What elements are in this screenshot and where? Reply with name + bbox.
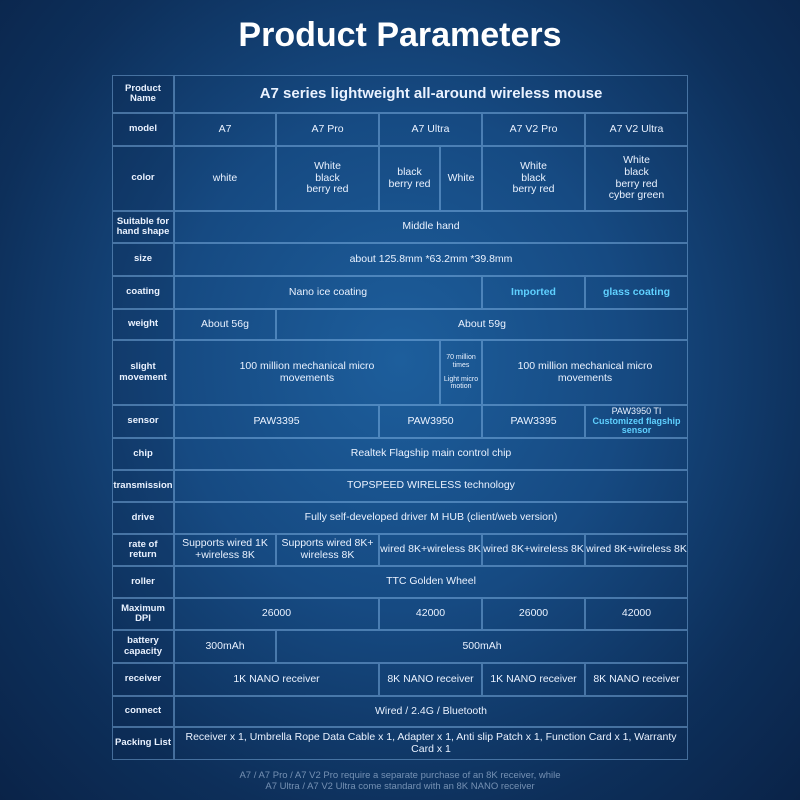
cell: Wired / 2.4G / Bluetooth (174, 696, 688, 727)
row-label: Product Name (112, 75, 174, 113)
cell: 8K NANO receiver (585, 663, 688, 696)
cell: TTC Golden Wheel (174, 566, 688, 598)
row-label: drive (112, 502, 174, 534)
cell: 100 million mechanical micro movements (482, 340, 688, 405)
cell: Supports wired 8K+ wireless 8K (276, 534, 379, 566)
cell: White (440, 146, 482, 211)
cell: wired 8K+wireless 8K (585, 534, 688, 566)
row-label: roller (112, 566, 174, 598)
cell: A7 Pro (276, 113, 379, 146)
cell: Supports wired 1K +wireless 8K (174, 534, 276, 566)
cell: Nano ice coating (174, 276, 482, 309)
cell: PAW3950 TI Customized flagship sensor (585, 405, 688, 438)
row-label: model (112, 113, 174, 146)
cell: 300mAh (174, 630, 276, 663)
cell-text: 70 million times (446, 354, 476, 369)
cell: A7 Ultra (379, 113, 482, 146)
cell: A7 series lightweight all-around wireles… (174, 75, 688, 113)
row-label: weight (112, 309, 174, 340)
cell: about 125.8mm *63.2mm *39.8mm (174, 243, 688, 276)
row-label: battery capacity (112, 630, 174, 663)
cell: A7 V2 Pro (482, 113, 585, 146)
cell: 26000 (174, 598, 379, 630)
cell: PAW3950 (379, 405, 482, 438)
cell: TOPSPEED WIRELESS technology (174, 470, 688, 502)
row-label: rate of return (112, 534, 174, 566)
cell: Receiver x 1, Umbrella Rope Data Cable x… (174, 727, 688, 760)
cell: A7 V2 Ultra (585, 113, 688, 146)
row-label: color (112, 146, 174, 211)
row-label: Suitable for hand shape (112, 211, 174, 243)
row-label: slight movement (112, 340, 174, 405)
cell: black berry red (379, 146, 440, 211)
cell: Realtek Flagship main control chip (174, 438, 688, 470)
cell-text: PAW3950 TI (611, 405, 662, 416)
row-label: Maximum DPI (112, 598, 174, 630)
cell: White black berry red (276, 146, 379, 211)
cell: PAW3395 (482, 405, 585, 438)
cell: About 56g (174, 309, 276, 340)
cell-text: Customized flagship sensor (592, 415, 681, 436)
cell: White black berry red cyber green (585, 146, 688, 211)
cell: 1K NANO receiver (174, 663, 379, 696)
cell: Imported (482, 276, 585, 309)
row-label: Packing List (112, 727, 174, 760)
cell: PAW3395 (174, 405, 379, 438)
cell: Fully self-developed driver M HUB (clien… (174, 502, 688, 534)
row-label: size (112, 243, 174, 276)
cell: White black berry red (482, 146, 585, 211)
cell: 1K NANO receiver (482, 663, 585, 696)
cell: 42000 (585, 598, 688, 630)
row-label: sensor (112, 405, 174, 438)
cell: 8K NANO receiver (379, 663, 482, 696)
row-label: coating (112, 276, 174, 309)
row-label: transmission (112, 470, 174, 502)
cell: wired 8K+wireless 8K (482, 534, 585, 566)
row-label: receiver (112, 663, 174, 696)
cell: 100 million mechanical micro movements (174, 340, 440, 405)
cell-text: Light micro motion (443, 375, 479, 391)
cell: 42000 (379, 598, 482, 630)
cell: 70 million times Light micro motion (440, 340, 482, 405)
title: Product Parameters (238, 16, 562, 54)
cell: About 59g (276, 309, 688, 340)
cell: wired 8K+wireless 8K (379, 534, 482, 566)
cell: 500mAh (276, 630, 688, 663)
cell: Middle hand (174, 211, 688, 243)
cell: glass coating (585, 276, 688, 309)
row-label: chip (112, 438, 174, 470)
footer-note: A7 / A7 Pro / A7 V2 Pro require a separa… (239, 770, 561, 792)
cell: A7 (174, 113, 276, 146)
cell: 26000 (482, 598, 585, 630)
cell: white (174, 146, 276, 211)
row-label: connect (112, 696, 174, 727)
